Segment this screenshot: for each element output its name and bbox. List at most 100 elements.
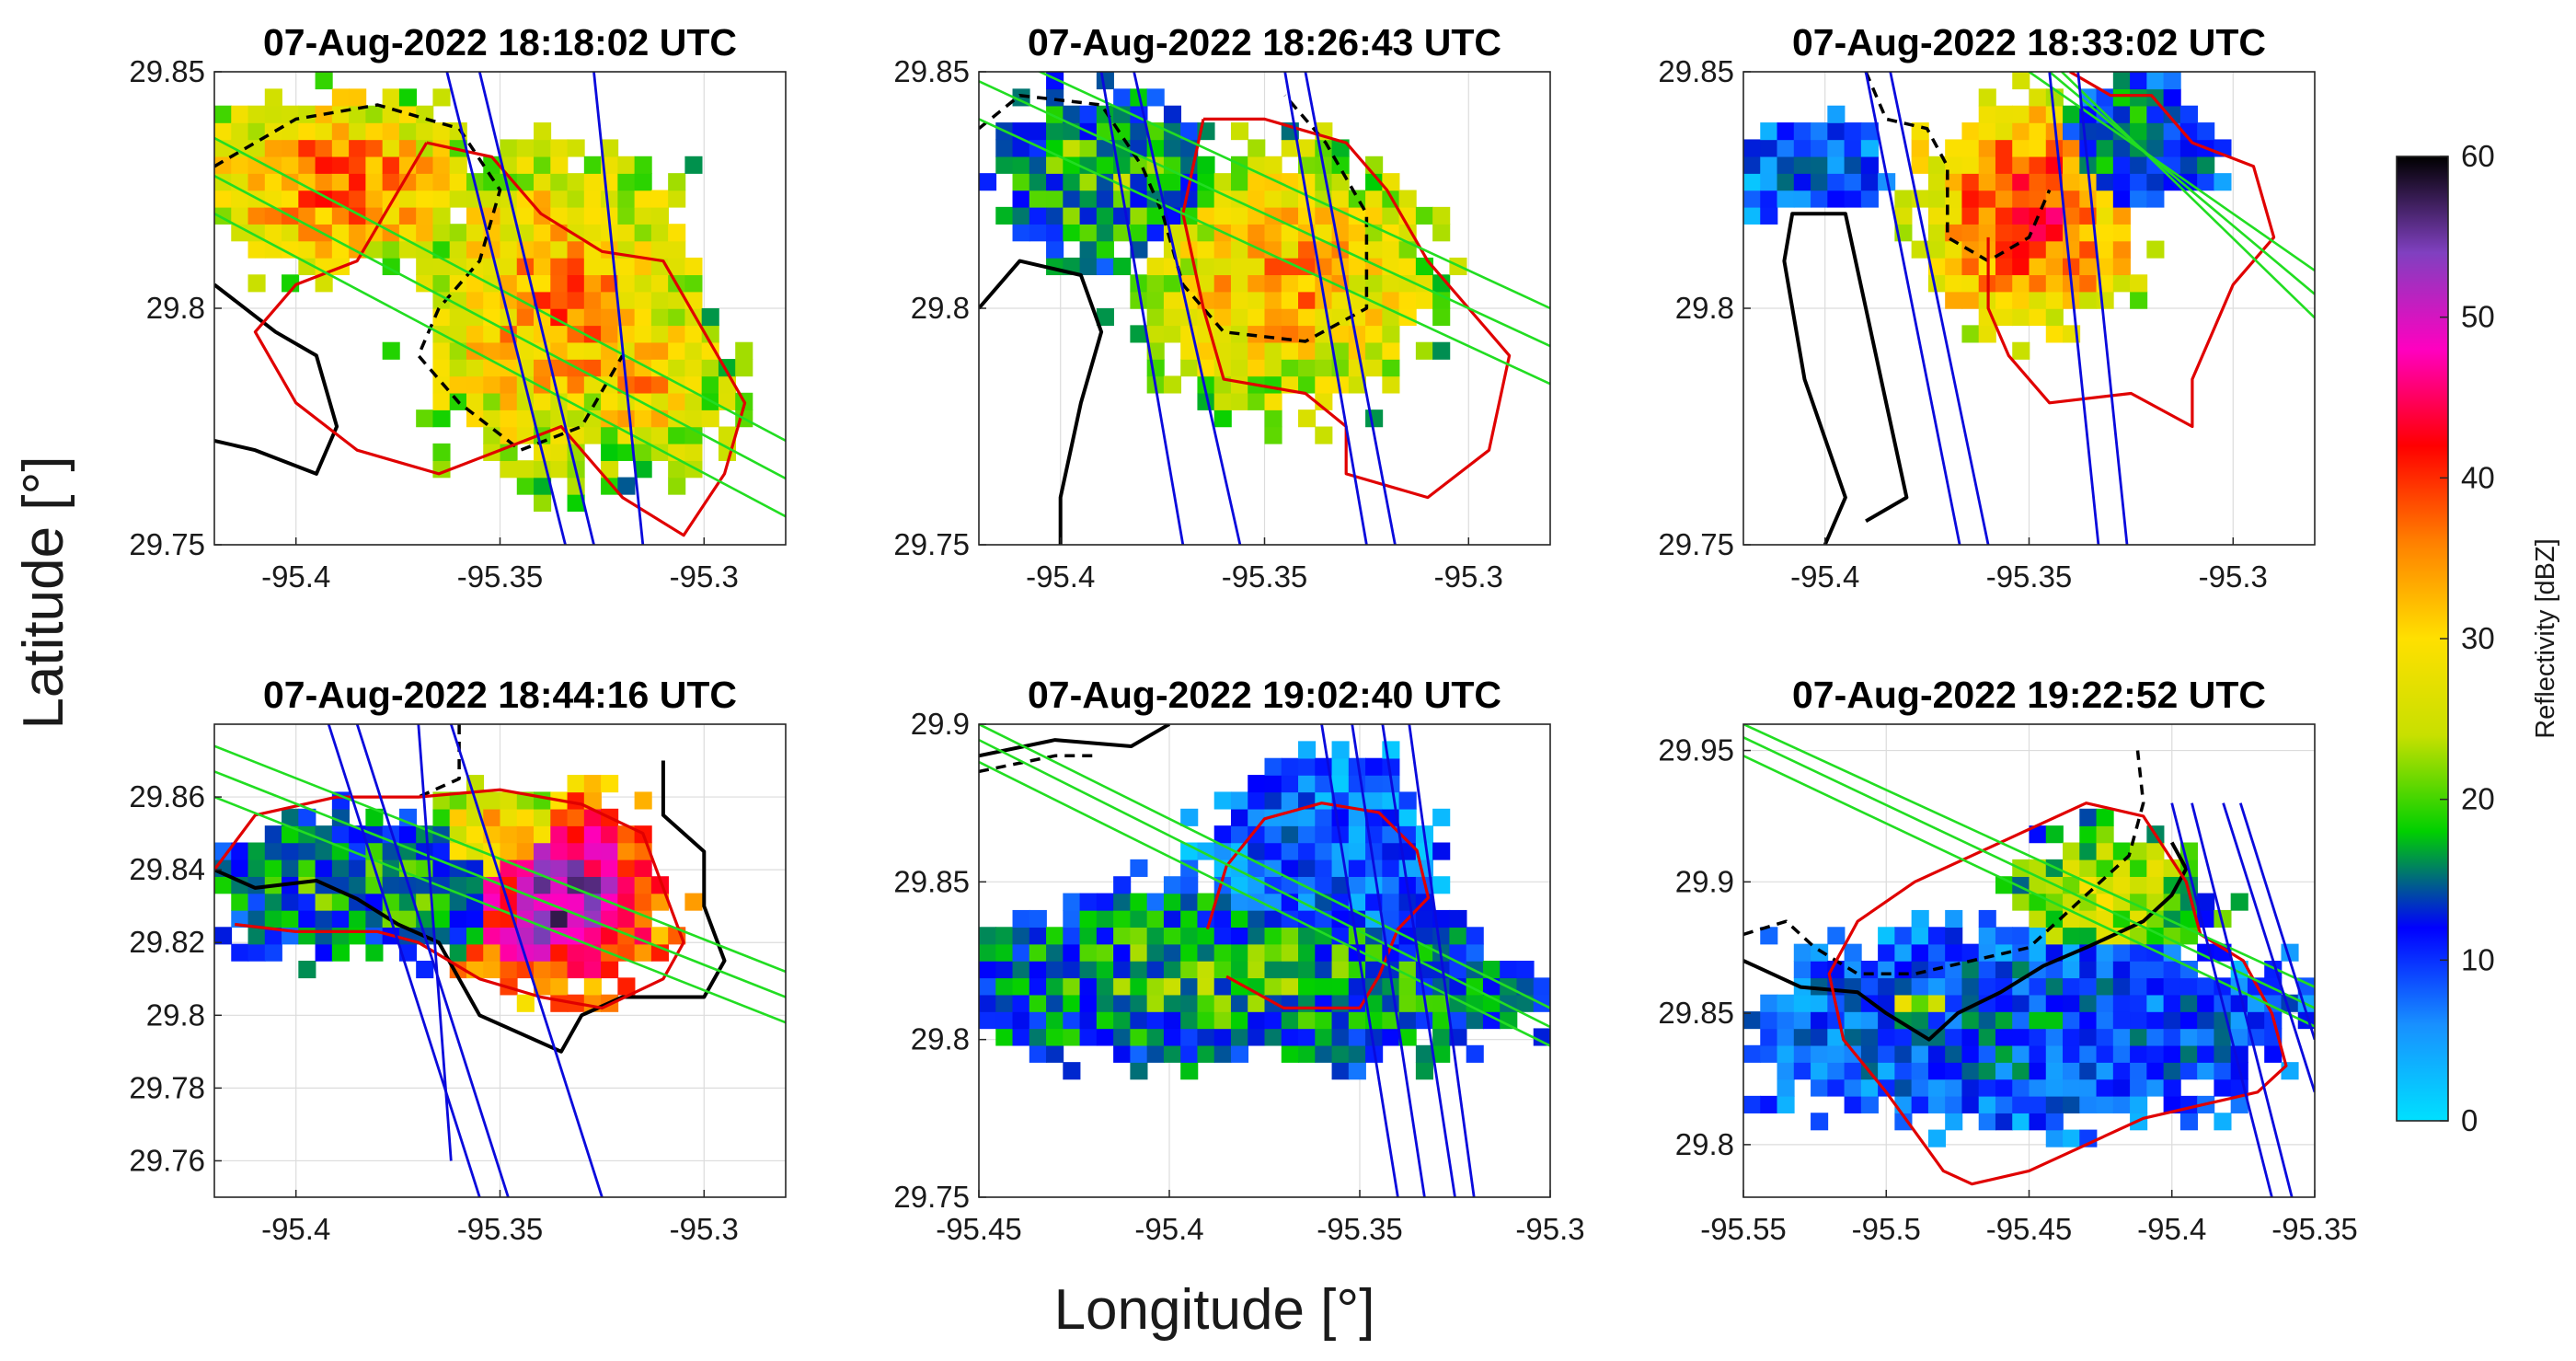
reflectivity-pixel [1827,1078,1846,1097]
reflectivity-pixel [315,173,333,191]
reflectivity-pixel [1029,1028,1047,1046]
reflectivity-pixel [466,927,485,945]
reflectivity-pixel [1911,909,1929,928]
reflectivity-pixel [349,139,367,157]
reflectivity-pixel [282,139,300,157]
reflectivity-pixel [382,173,400,191]
reflectivity-pixel [583,341,602,360]
reflectivity-pixel [1248,325,1266,343]
reflectivity-pixel [1315,876,1333,894]
reflectivity-pixel [1945,1113,1963,1131]
reflectivity-pixel [2146,1028,2165,1046]
reflectivity-pixel [995,977,1014,996]
reflectivity-pixel [264,190,282,208]
reflectivity-pixel [534,392,552,410]
reflectivity-pixel [449,308,467,327]
reflectivity-pixel [1331,375,1350,394]
reflectivity-pixel [1978,961,1996,979]
reflectivity-pixel [1348,375,1366,394]
reflectivity-pixel [2214,1113,2232,1131]
reflectivity-pixel [1432,808,1451,826]
reflectivity-pixel [298,927,316,945]
reflectivity-pixel [1315,977,1333,996]
reflectivity-pixel [1927,1062,1947,1080]
reflectivity-pixel [1811,156,1829,174]
reflectivity-pixel [1978,88,1996,107]
reflectivity-pixel [483,943,501,962]
reflectivity-pixel [298,257,316,276]
reflectivity-pixel [1281,1011,1299,1030]
reflectivity-pixel [1945,943,1963,962]
reflectivity-pixel [2130,173,2148,191]
reflectivity-pixel [1911,961,1929,979]
black-contour [979,724,1171,758]
reflectivity-pixel [264,105,282,123]
reflectivity-pixel [1398,291,1417,309]
reflectivity-pixel [264,139,282,157]
blue-track-line [2170,802,2273,1197]
reflectivity-pixel [2096,994,2114,1012]
reflectivity-pixel [500,341,518,360]
reflectivity-pixel [1978,122,1996,141]
x-tick-label: -95.4 [1790,559,1859,594]
reflectivity-pixel [1348,274,1366,293]
reflectivity-pixel [684,893,703,911]
reflectivity-pixel [1213,206,1232,225]
reflectivity-pixel [2096,291,2114,309]
reflectivity-pixel [2063,240,2081,259]
reflectivity-pixel [516,842,535,860]
reflectivity-pixel [2079,1011,2098,1030]
reflectivity-pixel [1894,961,1913,979]
reflectivity-pixel [1046,173,1064,191]
reflectivity-pixel [995,156,1014,174]
red-contour [1986,72,2276,429]
reflectivity-pixel [1213,173,1232,191]
reflectivity-pixel [432,206,451,225]
reflectivity-pixel [1146,1044,1165,1063]
reflectivity-pixel [1113,88,1132,107]
reflectivity-pixel [1995,1078,2014,1097]
reflectivity-pixel [1096,240,1114,259]
reflectivity-pixel [416,224,434,242]
reflectivity-pixel [2130,977,2148,996]
blue-track-line [2048,72,2100,545]
reflectivity-pixel [1063,909,1081,928]
reflectivity-pixel [1113,1011,1132,1030]
reflectivity-pixel [1743,1095,1762,1113]
reflectivity-pixel [1365,757,1384,776]
reflectivity-pixel [1466,927,1484,945]
reflectivity-pixel [1961,122,1980,141]
y-tick-label: 29.85 [1658,996,1734,1030]
reflectivity-pixel [1130,173,1148,191]
reflectivity-pixel [1096,909,1114,928]
reflectivity-pixel [550,443,569,461]
reflectivity-pixel [2029,943,2047,962]
reflectivity-pixel [1281,240,1299,259]
reflectivity-pixel [1197,224,1215,242]
reflectivity-pixel [1264,409,1282,428]
reflectivity-pixel [516,876,535,894]
reflectivity-pixel [1978,190,1996,208]
reflectivity-pixel [1315,842,1333,860]
reflectivity-pixel [1382,359,1400,377]
reflectivity-pixel [1398,257,1417,276]
reflectivity-pixel [432,842,451,860]
reflectivity-pixel [298,842,316,860]
reflectivity-pixel [2079,190,2098,208]
reflectivity-pixel [349,156,367,174]
reflectivity-pixel [2146,156,2165,174]
reflectivity-pixel [1096,308,1114,327]
reflectivity-pixel [466,943,485,962]
reflectivity-pixel [1398,859,1417,877]
reflectivity-pixel [1264,359,1282,377]
reflectivity-pixel [1180,190,1199,208]
reflectivity-pixel [534,173,552,191]
reflectivity-pixel [1365,325,1384,343]
black-dashed-contour [214,103,625,452]
reflectivity-pixel [1315,808,1333,826]
x-tick-label: -95.45 [936,1212,1022,1246]
reflectivity-pixel [1331,308,1350,327]
reflectivity-pixel [550,943,569,962]
reflectivity-pixel [2029,257,2047,276]
reflectivity-pixel [1029,1044,1047,1063]
